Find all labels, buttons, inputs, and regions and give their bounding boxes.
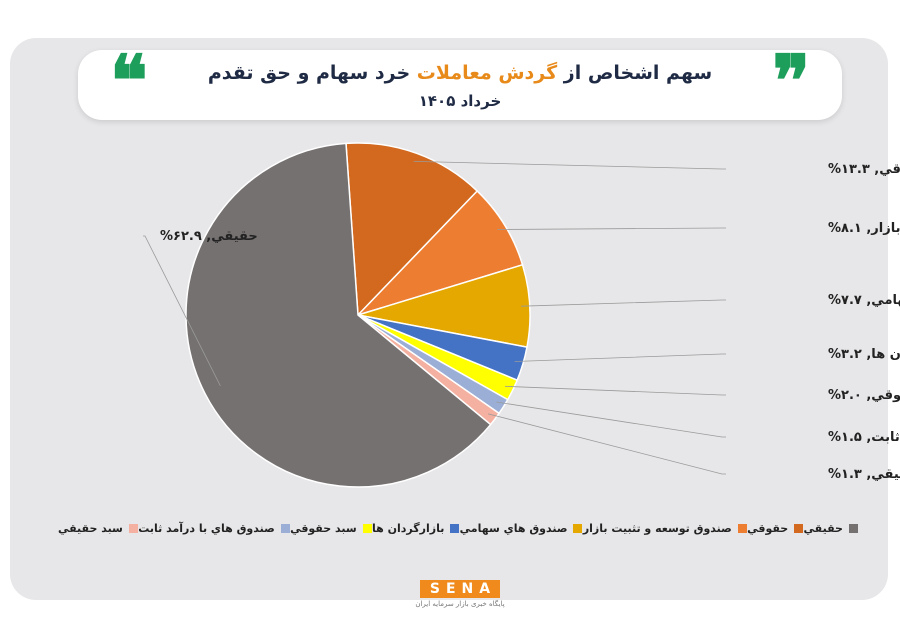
legend-swatch bbox=[848, 523, 858, 533]
data-label: حقوقي, ۱۳.۳% bbox=[828, 162, 900, 177]
leader-line bbox=[514, 353, 726, 362]
data-label: صندوق هاي سهامي, ۷.۷% bbox=[828, 293, 900, 308]
legend-item: صندوق هاي سهامي bbox=[460, 522, 583, 535]
legend-label: سبد حقيقي bbox=[58, 521, 123, 535]
legend-label: بازارگردان ها bbox=[372, 521, 445, 535]
leader-line bbox=[521, 299, 726, 307]
data-label: صندوق هاي با درآمد ثابت, ۱.۵% bbox=[828, 428, 900, 445]
legend-swatch bbox=[280, 523, 290, 533]
leader-line bbox=[496, 401, 726, 438]
legend-item: صندوق هاي با درآمد ثابت bbox=[138, 522, 290, 535]
chart-card: ❝ ❞ سهم اشخاص از گردش معاملات خرد سهام و… bbox=[10, 38, 888, 600]
legend-item: سبد حقوقي bbox=[290, 522, 372, 535]
chart-title: سهم اشخاص از گردش معاملات خرد سهام و حق … bbox=[78, 62, 842, 84]
title-part2: خرد سهام و حق تقدم bbox=[207, 62, 411, 84]
legend-swatch bbox=[362, 523, 372, 533]
legend-item: بازارگردان ها bbox=[372, 521, 460, 535]
title-banner: ❝ ❞ سهم اشخاص از گردش معاملات خرد سهام و… bbox=[78, 46, 842, 120]
legend-label: صندوق توسعه و تثبيت بازار bbox=[582, 521, 732, 535]
legend-label: صندوق هاي با درآمد ثابت bbox=[138, 521, 275, 535]
legend-swatch bbox=[573, 523, 583, 533]
data-label: حقيقي, ۶۲.۹% bbox=[160, 229, 258, 244]
legend-swatch bbox=[737, 523, 747, 533]
leader-line bbox=[488, 413, 726, 475]
legend-label: صندوق هاي سهامي bbox=[459, 521, 568, 535]
leader-line bbox=[413, 160, 726, 170]
data-label: صندوق توسعه و تثبيت بازار, ۸.۱% bbox=[828, 221, 900, 236]
legend-label: حقيقي bbox=[803, 521, 843, 535]
pie-slice bbox=[185, 142, 492, 488]
legend-item: صندوق توسعه و تثبيت بازار bbox=[583, 522, 747, 535]
pie-slice bbox=[355, 189, 524, 317]
leader-line bbox=[497, 227, 726, 230]
logo-word: SENA bbox=[419, 580, 501, 598]
leader-line bbox=[504, 385, 726, 396]
data-label: سبد حقيقي, ۱.۳% bbox=[828, 467, 900, 482]
title-part1: سهم اشخاص از bbox=[563, 62, 713, 84]
chart-subtitle: خرداد ۱۴۰۵ bbox=[418, 92, 502, 110]
quote-close-icon: ❞ bbox=[772, 39, 810, 122]
chart-legend: حقيقي حقوقي صندوق توسعه و تثبيت بازار صندوق… bbox=[58, 518, 858, 538]
data-label: سبد حقوقي, ۲.۰% bbox=[828, 388, 900, 403]
title-highlight: گردش معاملات bbox=[416, 62, 558, 84]
data-label: بازارگردان ها, ۳.۲% bbox=[828, 346, 900, 362]
legend-item: حقوقي bbox=[747, 521, 804, 535]
leader-line bbox=[143, 235, 221, 386]
legend-item: حقيقي bbox=[804, 522, 858, 535]
pie-slice bbox=[345, 142, 479, 317]
legend-swatch bbox=[794, 523, 804, 533]
legend-label: حقوقي bbox=[747, 521, 789, 535]
legend-label: سبد حقوقي bbox=[290, 521, 357, 535]
sena-logo: SENA پایگاه خبری بازار سرمایه ایران bbox=[405, 578, 515, 610]
logo-tagline: پایگاه خبری بازار سرمایه ایران bbox=[415, 600, 505, 608]
legend-swatch bbox=[128, 523, 138, 533]
quote-open-icon: ❝ bbox=[110, 39, 148, 122]
legend-item: سبد حقيقي bbox=[58, 522, 138, 535]
legend-swatch bbox=[450, 523, 460, 533]
